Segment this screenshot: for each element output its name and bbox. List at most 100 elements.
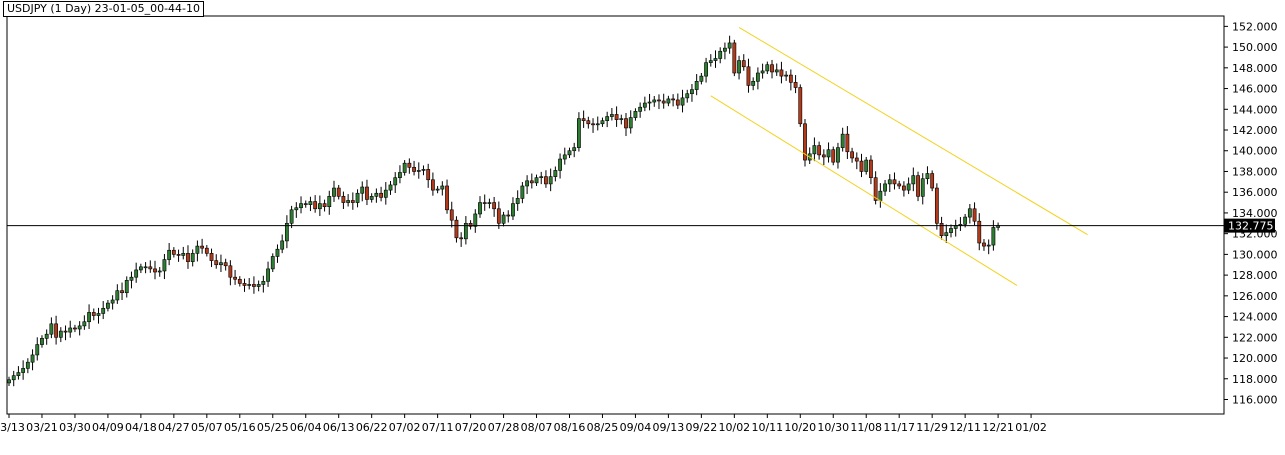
- candle-body: [633, 111, 638, 118]
- y-tick-label: 150.000: [1232, 41, 1278, 54]
- candle-body: [167, 249, 172, 260]
- x-tick-label: 09/13: [653, 421, 685, 434]
- candle-body: [525, 180, 530, 187]
- candle-body: [44, 333, 49, 339]
- candle-body: [393, 177, 398, 186]
- candle-body: [944, 232, 949, 237]
- candle-body: [581, 118, 586, 121]
- candle-body: [68, 327, 73, 333]
- candle-body: [186, 253, 190, 262]
- candle-body: [379, 192, 383, 198]
- candle-body: [398, 172, 402, 178]
- candle-body: [219, 262, 223, 266]
- x-tick-label: 05/07: [191, 421, 223, 434]
- candle-body: [723, 47, 727, 52]
- candle-body: [54, 323, 59, 338]
- candle-body: [463, 222, 468, 240]
- candle-body: [242, 283, 247, 286]
- x-tick-label: 10/30: [817, 421, 849, 434]
- candle-body: [214, 260, 219, 266]
- x-tick-label: 12/11: [949, 421, 981, 434]
- candle-body: [595, 123, 600, 126]
- candle-body: [638, 106, 643, 112]
- candle-body: [77, 325, 82, 330]
- candle-body: [901, 185, 906, 191]
- candle-body: [200, 245, 205, 249]
- candle-body: [11, 375, 16, 381]
- candle-body: [209, 253, 214, 261]
- candle-body: [478, 202, 482, 215]
- candle-body: [887, 179, 892, 185]
- candle-body: [690, 89, 694, 95]
- candle-body: [506, 214, 511, 217]
- candle-body: [181, 253, 186, 256]
- candle-body: [162, 259, 167, 272]
- x-tick-label: 06/13: [323, 421, 355, 434]
- candle-body: [270, 256, 275, 270]
- candle-body: [106, 302, 110, 309]
- x-tick-label: 08/25: [587, 421, 619, 434]
- candle-body: [991, 227, 996, 246]
- candle-body: [110, 299, 115, 304]
- candle-body: [402, 162, 407, 173]
- candle-body: [252, 284, 256, 287]
- candle-body: [374, 192, 379, 197]
- candle-body: [892, 179, 897, 185]
- plot-frame: [6, 15, 1225, 415]
- candle-body: [727, 42, 732, 49]
- candle-body: [143, 266, 148, 269]
- candle-body: [878, 190, 883, 201]
- y-tick-label: 130.000: [1232, 248, 1278, 261]
- candle-body: [223, 262, 228, 267]
- x-tick-label: 11/29: [916, 421, 948, 434]
- candle-body: [511, 203, 515, 217]
- candle-body: [774, 69, 779, 73]
- candle-body: [529, 180, 534, 184]
- candle-body: [798, 87, 803, 125]
- candle-body: [73, 327, 77, 330]
- y-tick-label: 116.000: [1232, 393, 1278, 406]
- candle-body: [115, 290, 120, 301]
- y-tick-label: 128.000: [1232, 269, 1278, 282]
- candle-body: [558, 158, 562, 171]
- candle-body: [925, 173, 930, 180]
- x-tick-label: 11/17: [883, 421, 915, 434]
- y-tick-label: 146.000: [1232, 83, 1278, 96]
- x-tick-label: 09/22: [686, 421, 718, 434]
- candle-body: [355, 192, 360, 203]
- candle-body: [303, 203, 308, 205]
- x-tick-label: 03/13: [0, 421, 25, 434]
- chart-title: USDJPY (1 Day) 23-01-05_00-44-10: [3, 1, 205, 17]
- candle-body: [407, 162, 412, 168]
- candle-body: [708, 60, 713, 63]
- candle-body: [487, 202, 492, 204]
- candle-body: [765, 64, 770, 72]
- candle-body: [586, 120, 591, 125]
- candle-body: [770, 64, 774, 73]
- candle-body: [812, 145, 817, 155]
- x-tick-label: 07/02: [389, 421, 421, 434]
- candle-body: [939, 222, 944, 237]
- current-price-label: 132.775: [1228, 220, 1274, 233]
- candle-body: [553, 170, 558, 177]
- candle-body: [591, 123, 595, 126]
- candle-body: [308, 201, 313, 205]
- candle-body: [280, 240, 285, 250]
- candle-body: [237, 278, 242, 284]
- candle-body: [972, 208, 977, 222]
- candle-body: [449, 209, 454, 221]
- candle-body: [850, 151, 854, 159]
- candle-body: [746, 66, 751, 86]
- candle-body: [96, 313, 101, 316]
- candle-body: [7, 379, 11, 384]
- candle-body: [63, 330, 68, 333]
- x-tick-label: 05/16: [224, 421, 256, 434]
- candle-body: [25, 361, 30, 369]
- x-tick-label: 06/22: [356, 421, 388, 434]
- candle-body: [501, 214, 506, 224]
- candle-body: [755, 72, 760, 82]
- candle-body: [233, 276, 237, 280]
- candle-body: [680, 97, 685, 106]
- candle-body: [153, 268, 157, 273]
